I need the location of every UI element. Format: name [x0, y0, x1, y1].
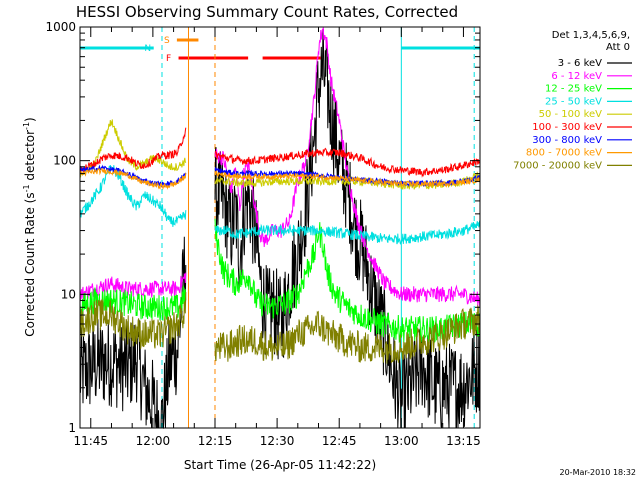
y-axis-label-sup-1: -1 [22, 184, 31, 192]
axes: 11:45 12:00 12:15 12:30 12:45 13:00 13:15 1 10 10… [45, 20, 480, 448]
legend-header-line-1: Det 1,3,4,5,6,9, [552, 30, 630, 41]
flag-saa-label: S [164, 36, 170, 46]
y-tick-label-1: 10 [61, 287, 76, 301]
legend-label-4: 50 - 100 keV [539, 109, 603, 120]
x-tick-label-1: 12:00 [136, 434, 171, 448]
legend: Det 1,3,4,5,6,9,Att 0 3 - 6 keV 6 - 12 keV… [513, 30, 632, 171]
legend-label-0: 3 - 6 keV [558, 58, 602, 69]
y-tick-label-0: 1 [68, 421, 76, 435]
series-line-8 [79, 292, 481, 364]
y-tick-label-2: 100 [53, 154, 76, 168]
y-tick-label-3: 1000 [45, 20, 76, 34]
flag-flare-label: F [166, 54, 171, 64]
legend-label-3: 25 - 50 keV [545, 96, 602, 107]
legend-label-1: 6 - 12 keV [551, 71, 602, 82]
flag-bars: N SF [80, 36, 480, 64]
x-tick-label-4: 12:45 [322, 434, 357, 448]
series-lines [79, 27, 481, 430]
x-tick-label-5: 13:00 [384, 434, 419, 448]
y-axis-label-mid: detector [23, 130, 37, 185]
legend-label-2: 12 - 25 keV [545, 84, 602, 95]
series-line-3 [79, 165, 481, 246]
legend-label-5: 100 - 300 keV [532, 122, 602, 133]
y-axis-label-end: ) [23, 117, 37, 122]
x-tick-label-6: 13:15 [446, 434, 481, 448]
chart-title: HESSI Observing Summary Count Rates, Cor… [76, 3, 458, 21]
series-line-1 [79, 27, 481, 308]
timestamp: 20-Mar-2010 18:32 [560, 468, 637, 477]
y-axis-label: Corrected Count Rate (s-1 detector-1) [22, 117, 37, 336]
svg-text:Corrected Count Rate (s-1 dete: Corrected Count Rate (s-1 detector-1) [22, 117, 37, 336]
y-axis-label-sup-2: -1 [22, 122, 31, 130]
x-tick-label-3: 12:30 [260, 434, 295, 448]
legend-label-6: 300 - 800 keV [532, 135, 602, 146]
y-axis-label-main: Corrected Count Rate (s [23, 192, 37, 336]
legend-label-8: 7000 - 20000 keV [513, 160, 602, 171]
legend-header-line-2: Att 0 [606, 42, 630, 53]
series-line-5 [79, 127, 481, 178]
x-axis-label: Start Time (26-Apr-05 11:42:22) [184, 458, 376, 472]
series-line-2 [79, 218, 481, 343]
flag-night-label: N [144, 44, 151, 54]
x-tick-label-0: 11:45 [73, 434, 108, 448]
plot-frame [79, 26, 481, 429]
series-line-7 [79, 167, 481, 191]
x-tick-label-2: 12:15 [198, 434, 233, 448]
legend-label-7: 800 - 7000 keV [526, 148, 602, 159]
series-line-0 [79, 28, 481, 430]
